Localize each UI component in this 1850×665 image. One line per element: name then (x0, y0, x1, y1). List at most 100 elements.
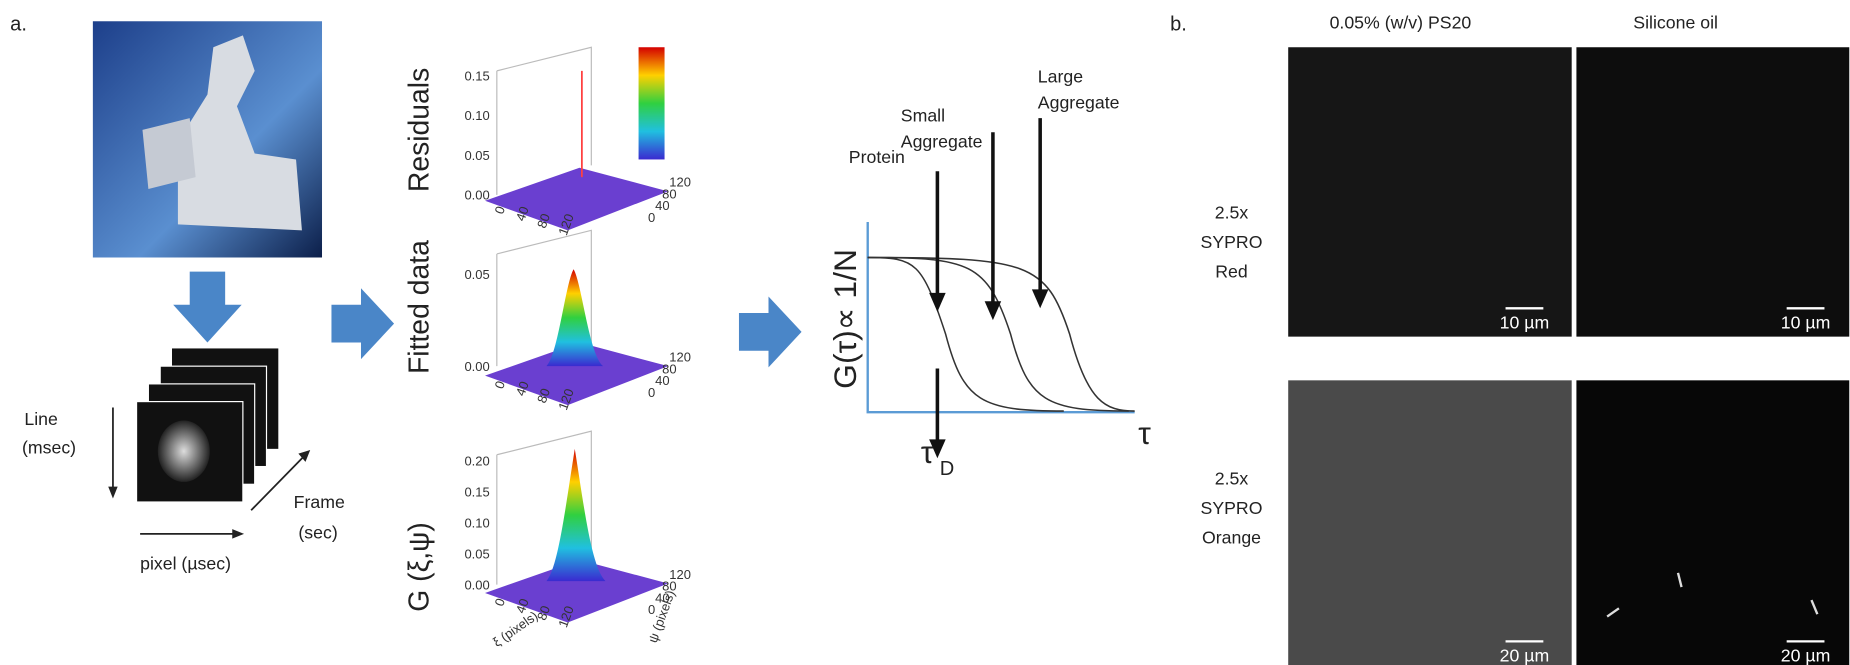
row-label: SYPRO (1201, 232, 1263, 252)
tick-label: 80 (662, 361, 676, 376)
row-label: Red (1215, 262, 1247, 282)
correlation-plot (485, 559, 669, 623)
scale-bar-label: 10 µm (1781, 312, 1831, 332)
tick-label: 0 (648, 602, 655, 617)
figure (298, 450, 311, 462)
tick-label: 80 (662, 579, 676, 594)
frame-stack (157, 420, 210, 482)
arrowhead (984, 301, 1002, 321)
axis-title: Residuals (403, 68, 435, 192)
fitted-plot (485, 229, 669, 406)
row-label: 2.5x (1215, 203, 1249, 223)
tick-label: 120 (669, 175, 691, 190)
scale-bar-label: 20 µm (1781, 645, 1831, 665)
tick-label: 0.10 (464, 515, 489, 530)
tick-label: 0 (491, 379, 508, 391)
axis-label: ξ (pixels) (490, 608, 541, 650)
tick-label: 120 (555, 387, 577, 412)
arrow-label: Aggregate (1038, 93, 1120, 113)
residual-plot (496, 46, 592, 195)
axis-arrow (250, 454, 307, 511)
fitted-plot (496, 229, 592, 367)
column-header: Silicone oil (1633, 12, 1718, 32)
flow-arrow (331, 288, 395, 360)
scan-label: (sec) (298, 523, 337, 543)
residual-plot (485, 167, 669, 231)
fcs-curves (867, 256, 1135, 412)
axis-title: Fitted data (403, 240, 435, 374)
figure (929, 439, 946, 459)
tick-label: 0.00 (464, 577, 489, 592)
micrograph (1576, 380, 1850, 665)
tick-label: 0 (491, 596, 508, 608)
tick-label: 40 (513, 204, 532, 223)
panel-label: a. (10, 14, 27, 36)
tick-label: 0.15 (464, 484, 489, 499)
scan-label: Frame (294, 492, 345, 512)
fcs-axes (866, 222, 1135, 414)
figure: 2.5x SYPRO Red 10 µm 10 µm 2.5x SYPRO Orange 20 … (1201, 203, 1831, 665)
row-label: Orange (1202, 527, 1261, 547)
arrowhead (929, 292, 946, 312)
scan-label: Line (24, 409, 58, 429)
tick-label: 80 (534, 604, 553, 623)
tick-label: 0 (491, 204, 508, 216)
tick-label: 80 (662, 186, 676, 201)
fcs-curves (867, 256, 1064, 412)
fitted-plot (485, 342, 669, 406)
figure (108, 486, 118, 499)
microscope-shape (142, 118, 196, 189)
micrograph (1288, 47, 1572, 337)
column-header: 0.05% (w/v) PS20 (1330, 12, 1472, 32)
tau-d-sub: D (940, 458, 955, 480)
particles (1606, 572, 1819, 618)
row-label: 2.5x (1215, 468, 1249, 488)
tick-label: 120 (669, 567, 691, 582)
tick-label: 120 (555, 212, 577, 237)
micrograph (1288, 380, 1572, 665)
tick-label: 0.00 (464, 188, 489, 203)
scan-label: (msec) (22, 438, 76, 458)
fcs-curves (867, 256, 1135, 412)
tick-label: 0.00 (464, 359, 489, 374)
tick-label: 80 (534, 386, 553, 405)
residual-plot (485, 46, 669, 231)
tick-label: 40 (655, 373, 669, 388)
tick-label: 120 (669, 349, 691, 364)
frame-stack (135, 348, 279, 503)
arrow-label: Aggregate (901, 132, 983, 152)
panel-label: b. (1170, 14, 1187, 36)
arrow-label: Protein (849, 147, 905, 167)
correlation-plot (546, 448, 606, 582)
correlation-plot (496, 430, 592, 585)
flow-arrow (738, 296, 802, 368)
fcs-curves (867, 256, 1129, 412)
scan-label: pixel (µsec) (140, 553, 231, 573)
micrograph (1576, 47, 1850, 337)
microscope-shape (177, 35, 302, 231)
figure: a. Line (msec) pixel (µsec) Frame (sec) … (10, 12, 1850, 665)
figure: Protein Small Aggregate Large Aggregate (849, 67, 1120, 321)
tick-label: 0.05 (464, 267, 489, 282)
tau-d: τ (921, 434, 934, 470)
flow-arrow (173, 271, 242, 343)
tick-label: 120 (555, 604, 577, 629)
axis-title: G(τ)∝ 1/N (827, 249, 863, 389)
scale-bar-label: 10 µm (1500, 312, 1550, 332)
tick-label: 0 (648, 210, 655, 225)
tick-label: 0.05 (464, 546, 489, 561)
figure (232, 529, 245, 539)
figure: 0.15 0.10 0.05 0.00 0.05 0.00 0.20 0.15 0.10 0.05… (464, 68, 690, 629)
tick-label: 0.20 (464, 453, 489, 468)
tick-label: 40 (655, 590, 669, 605)
tick-label: 40 (513, 379, 532, 398)
arrowhead (1031, 289, 1049, 309)
row-label: SYPRO (1201, 498, 1263, 518)
arrow-label: Large (1038, 67, 1083, 87)
tick-label: 0.05 (464, 148, 489, 163)
fitted-plot (546, 269, 604, 367)
axis-title: G (ξ,ψ) (403, 522, 435, 612)
correlation-plot (485, 430, 669, 623)
tick-label: 0.10 (464, 108, 489, 123)
